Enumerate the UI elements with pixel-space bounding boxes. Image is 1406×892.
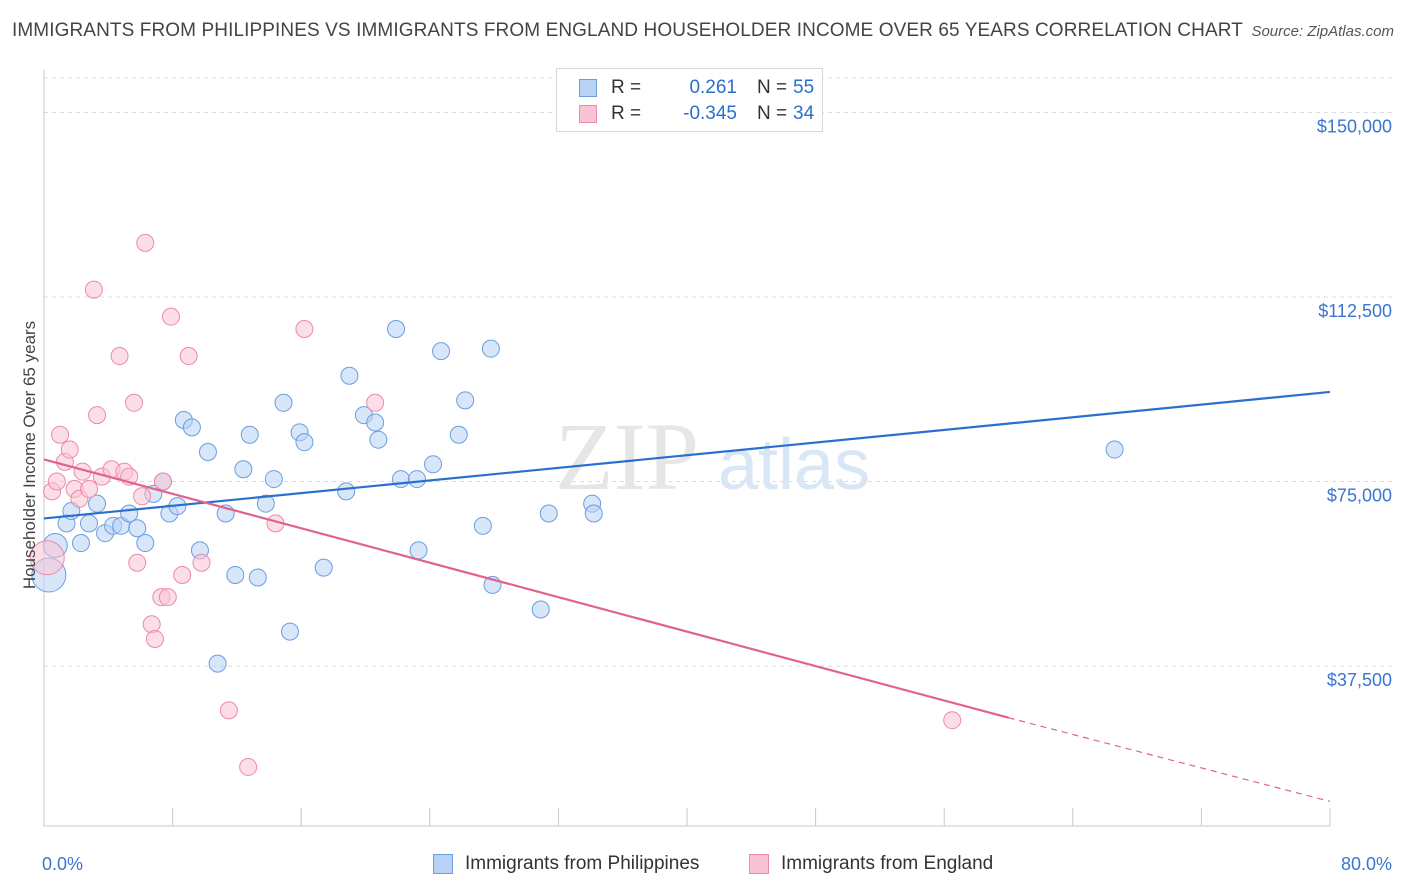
philippines-point: [531, 600, 550, 619]
legend-n-label: N =: [757, 103, 788, 124]
philippines-trend-line: [43, 390, 1331, 520]
philippines-point: [337, 482, 356, 501]
england-trend-line: [43, 458, 1009, 719]
philippines-point: [584, 504, 603, 523]
philippines-point: [264, 470, 283, 489]
philippines-point: [120, 504, 139, 523]
england-point: [295, 319, 314, 338]
england-point: [128, 553, 147, 572]
england-point: [133, 487, 152, 506]
philippines-point: [449, 425, 468, 444]
x-tick-label: 0.0%: [42, 854, 83, 874]
philippines-point: [387, 319, 406, 338]
legend-label-philippines: Immigrants from Philippines: [465, 853, 700, 874]
chart-source: Source: ZipAtlas.com: [1251, 23, 1394, 40]
legend-r-label: R =: [611, 77, 642, 98]
philippines-point: [340, 366, 359, 385]
england-point: [60, 440, 79, 459]
philippines-point: [128, 519, 147, 538]
philippines-point: [198, 443, 217, 461]
england-point: [136, 233, 155, 252]
england-point: [179, 347, 198, 366]
legend-swatch-blue: [579, 79, 597, 97]
philippines-point: [473, 516, 492, 535]
philippines-point: [136, 534, 155, 553]
y-tick-label: $37,500: [1327, 670, 1392, 690]
england-point: [88, 406, 107, 425]
legend-r-label: R =: [611, 103, 642, 124]
england-point: [84, 280, 103, 299]
philippines-point: [295, 433, 314, 452]
england-point: [161, 307, 180, 326]
x-tick-label: 80.0%: [1341, 854, 1392, 874]
legend-r-value: 0.261: [689, 77, 737, 98]
philippines-point: [409, 541, 428, 560]
england-point: [47, 472, 66, 491]
england-point: [239, 757, 258, 776]
philippines-point: [1105, 440, 1124, 459]
legend-n-value: 55: [793, 77, 815, 98]
england-point: [110, 347, 129, 366]
england-point: [943, 711, 962, 730]
england-trend-extension: [1008, 717, 1331, 802]
philippines-point: [432, 342, 451, 361]
england-point: [158, 588, 177, 607]
watermark: ZIP atlas: [555, 403, 870, 510]
y-tick-label: $112,500: [1318, 301, 1392, 321]
correlation-legend: R = 0.261 N = 55 R = -0.345 N = 34: [556, 68, 823, 132]
philippines-point: [208, 654, 227, 673]
england-point: [173, 566, 192, 585]
philippines-point: [456, 391, 475, 410]
y-axis-label: Householder Income Over 65 years: [20, 321, 39, 589]
series-legend: Immigrants from Philippines Immigrants f…: [0, 852, 1406, 878]
england-point: [51, 425, 70, 444]
england-point: [142, 615, 161, 634]
philippines-point: [314, 558, 333, 577]
chart-title: IMMIGRANTS FROM PHILIPPINES VS IMMIGRANT…: [12, 20, 1243, 41]
legend-r-value: -0.345: [683, 103, 737, 124]
philippines-point: [424, 455, 443, 474]
philippines-point: [80, 514, 99, 533]
philippines-point: [226, 566, 245, 585]
philippines-point: [240, 425, 259, 444]
philippines-point: [366, 413, 385, 432]
england-point: [145, 630, 164, 648]
philippines-point: [182, 418, 201, 437]
legend-n-label: N =: [757, 77, 788, 98]
philippines-point: [539, 504, 558, 523]
axes: [43, 70, 1331, 827]
england-point: [219, 701, 238, 720]
trend-lines: [43, 390, 1331, 802]
philippines-point: [481, 339, 500, 358]
legend-swatch-blue: [433, 854, 453, 874]
legend-swatch-pink: [749, 854, 769, 874]
philippines-point: [280, 622, 299, 641]
gridlines: [44, 77, 1392, 667]
philippines-point: [88, 494, 107, 513]
y-tick-label: $150,000: [1317, 116, 1392, 136]
legend-swatch-pink: [579, 105, 597, 123]
philippines-point: [274, 393, 293, 412]
legend-label-england: Immigrants from England: [781, 853, 994, 874]
watermark-atlas: atlas: [718, 425, 870, 505]
philippines-point: [407, 470, 426, 489]
england-point: [80, 479, 99, 498]
philippines-point: [369, 430, 388, 449]
legend-n-value: 34: [793, 103, 815, 124]
england-point: [366, 393, 385, 412]
axis-labels: Householder Income Over 65 years $37,500…: [20, 116, 1392, 874]
england-point: [153, 472, 172, 491]
philippines-point: [256, 494, 275, 513]
philippines-point: [71, 534, 90, 553]
england-point: [125, 393, 144, 412]
philippines-point: [234, 460, 253, 479]
philippines-point: [248, 568, 267, 587]
england-point: [192, 553, 211, 572]
england-point: [29, 540, 65, 576]
y-tick-label: $75,000: [1327, 486, 1392, 506]
scatter-points: [29, 233, 1124, 776]
